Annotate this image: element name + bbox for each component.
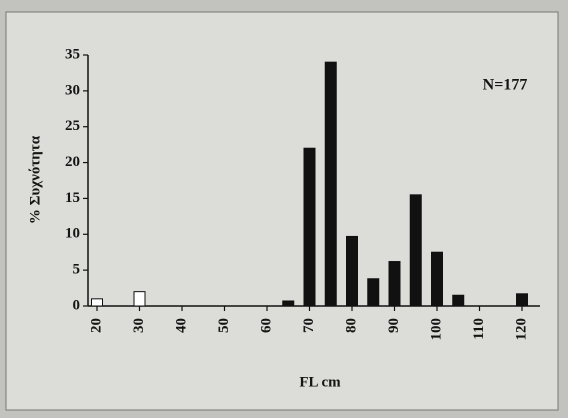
bar xyxy=(324,61,337,307)
bar xyxy=(367,278,380,307)
y-tick-label: 5 xyxy=(73,262,81,278)
y-tick-label: 0 xyxy=(73,297,81,313)
x-tick-label: 20 xyxy=(88,318,104,333)
bar xyxy=(431,251,443,307)
bar xyxy=(452,294,465,307)
y-axis-label: % Συχνότητα xyxy=(27,135,43,224)
bar xyxy=(282,300,295,307)
x-tick-label: 30 xyxy=(131,318,147,333)
x-tick-label: 60 xyxy=(258,318,274,333)
y-tick-label: 30 xyxy=(65,82,80,98)
x-axis-label: FL cm xyxy=(299,374,341,390)
y-tick-label: 35 xyxy=(65,46,80,62)
x-tick-label: 80 xyxy=(343,318,359,333)
bar xyxy=(303,147,316,307)
y-tick-label: 15 xyxy=(65,190,80,206)
bar xyxy=(91,298,103,307)
x-tick-label: 40 xyxy=(173,318,189,333)
bar xyxy=(346,235,358,307)
y-tick-label: 20 xyxy=(65,154,80,170)
chart-frame xyxy=(5,11,559,411)
x-tick-label: 70 xyxy=(301,318,317,333)
y-tick-label: 25 xyxy=(65,118,80,134)
bar xyxy=(133,291,146,307)
x-tick-label: 110 xyxy=(471,318,487,340)
x-tick-label: 90 xyxy=(386,318,402,333)
y-tick-label: 10 xyxy=(65,226,80,242)
annotation: N=177 xyxy=(483,77,528,94)
x-tick-label: 120 xyxy=(513,318,529,341)
x-tick-label: 100 xyxy=(428,318,444,341)
bar xyxy=(516,293,528,307)
x-tick-label: 50 xyxy=(216,318,232,333)
bar xyxy=(409,194,422,307)
bar xyxy=(388,261,401,307)
